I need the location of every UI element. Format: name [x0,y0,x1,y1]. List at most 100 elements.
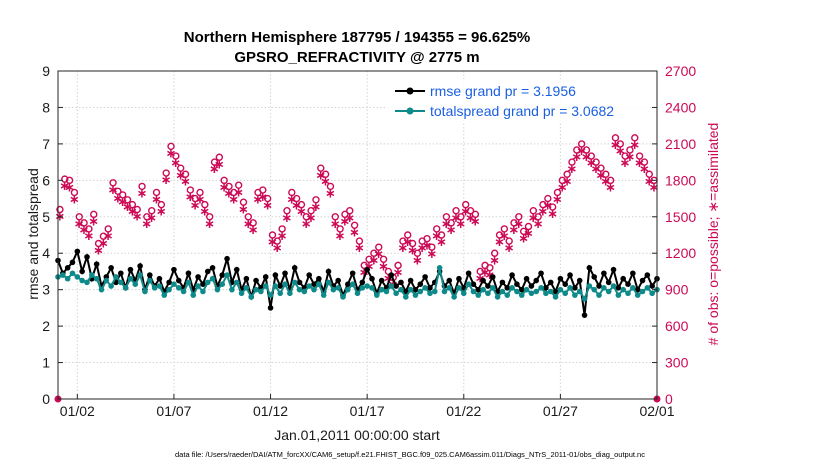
possible-obs-marker [500,225,509,233]
rmse-point [615,285,622,291]
totalspread-point [98,286,105,293]
assimilated-obs-marker: ∗ [441,217,452,232]
totalspread-point [557,286,564,293]
rmse-point [407,277,414,284]
possible-obs-marker [548,203,557,211]
assimilated-obs-marker: ∗ [364,259,375,274]
rmse-point [620,275,626,282]
assimilated-obs-marker: ∗ [199,205,210,220]
rmse-point [117,270,124,277]
possible-obs-marker [259,186,267,194]
totalspread-point [253,286,259,293]
totalspread-point [485,290,491,297]
y-right-tick-label: 1800 [665,172,696,188]
possible-obs-marker [457,213,465,221]
rmse-point [639,277,646,284]
totalspread-point [547,288,554,295]
assimilated-obs-marker: ∗ [161,173,172,188]
rmse-point [572,285,578,291]
possible-obs-marker [428,243,436,251]
totalspread-point [330,286,337,293]
possible-obs-marker [273,237,282,245]
totalspread-point [233,279,240,286]
totalspread-point [451,294,457,300]
possible-obs-marker [201,200,209,209]
possible-obs-marker [341,210,349,219]
assimilated-obs-marker: ∗ [359,265,370,280]
rmse-point [649,283,655,289]
possible-obs-marker [148,207,156,215]
possible-obs-marker [539,200,547,209]
rmse-point [465,270,472,277]
totalspread-point [180,288,187,295]
totalspread-point [258,288,264,295]
y-tick-label: 0 [42,391,50,407]
possible-obs-marker [515,213,523,221]
assimilated-obs-marker: ∗ [311,200,322,215]
totalspread-point [296,286,303,293]
rmse-point [175,277,182,284]
totalspread-point [528,290,535,297]
totalspread-point [117,279,124,286]
assimilated-obs-marker: ∗ [615,144,626,159]
assimilated-obs-marker: ∗ [605,180,616,195]
legend-spread-label: totalspread grand pr = 3.0682 [430,103,614,119]
rmse-point [412,286,419,293]
series-totalspread [55,265,660,302]
possible-obs-marker [452,207,460,215]
assimilated-obs-marker: ∗ [315,168,326,183]
rmse-point [427,285,433,291]
totalspread-point [572,292,578,298]
assimilated-obs-marker: ∗ [518,231,529,246]
y-right-tick-label: 900 [665,282,689,298]
possible-obs-marker [524,222,533,231]
totalspread-point [494,294,501,300]
rmse-point [84,254,90,260]
assimilated-obs-marker: ∗ [190,199,201,214]
possible-obs-marker [128,200,137,209]
rmse-point [296,279,303,286]
totalspread-point [393,290,399,297]
totalspread-point [601,285,607,291]
x-tick-label: 01/07 [156,403,191,419]
possible-obs-marker [172,152,180,160]
possible-obs-marker [375,243,383,251]
assimilated-obs-marker: ∗ [629,138,640,153]
possible-obs-marker [355,237,364,245]
assimilated-obs-marker: ∗ [547,207,558,222]
rmse-point [509,272,515,278]
assimilated-obs-marker: ∗ [484,268,495,283]
y-tick-label: 4 [42,245,50,261]
possible-obs-marker [404,231,412,239]
assimilated-obs-marker: ∗ [436,235,447,250]
totalspread-point [301,288,308,295]
possible-obs-marker [307,207,315,215]
totalspread-point [113,274,119,280]
assimilated-obs-marker: ∗ [335,229,346,244]
y-axis-label: rmse and totalspread [25,168,41,300]
possible-obs-marker [123,196,132,204]
assimilated-obs-marker: ∗ [417,241,428,256]
legend-rmse-label: rmse grand pr = 3.1956 [430,83,576,99]
possible-obs-marker [592,158,600,166]
totalspread-point [538,285,544,291]
assimilated-obs-marker: ∗ [296,205,307,220]
possible-obs-marker [297,200,306,209]
rmse-point [567,272,573,278]
assimilated-obs-marker: ∗ [649,180,660,195]
rmse-point [547,279,554,286]
possible-obs-marker [606,176,615,185]
assimilated-obs-marker: ∗ [528,211,539,226]
x-tick-label: 02/01 [639,403,674,419]
totalspread-point [200,288,206,295]
possible-obs-marker [157,200,166,209]
rmse-point [345,281,351,288]
assimilated-obs-marker: ∗ [204,217,215,232]
assimilated-obs-marker: ∗ [446,223,457,238]
assimilated-obs-marker: ∗ [344,211,355,226]
assimilated-obs-marker: ∗ [195,193,206,208]
rmse-point [378,277,385,284]
totalspread-point [417,288,424,295]
rmse-point [489,274,496,280]
totalspread-point [89,272,95,278]
